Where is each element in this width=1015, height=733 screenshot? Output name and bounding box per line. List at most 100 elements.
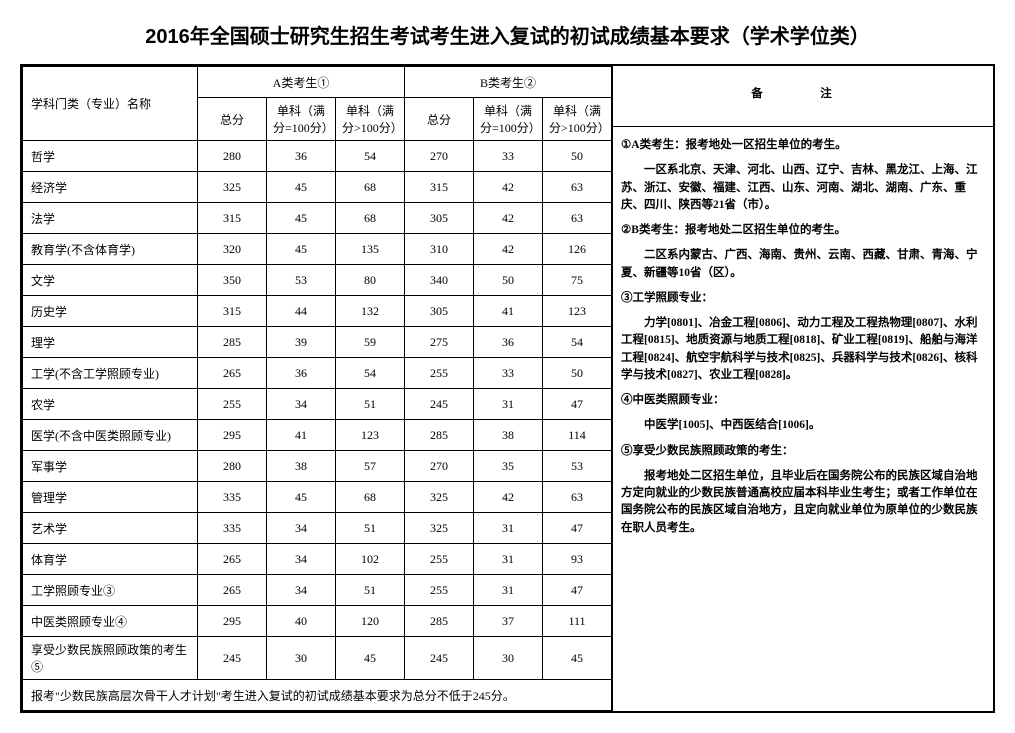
cell-a-s1: 39: [267, 327, 336, 358]
cell-a-s2: 68: [336, 172, 405, 203]
note-5-body: 报考地处二区招生单位，且毕业后在国务院公布的民族区域自治地方定向就业的少数民族普…: [621, 468, 985, 537]
cell-a-s2: 51: [336, 575, 405, 606]
cell-a-total: 295: [198, 420, 267, 451]
cell-a-s1: 30: [267, 637, 336, 680]
table-row: 法学31545683054263: [23, 203, 612, 234]
cell-subject: 管理学: [23, 482, 198, 513]
cell-b-total: 285: [405, 420, 474, 451]
cell-a-s2: 135: [336, 234, 405, 265]
table-row: 艺术学33534513253147: [23, 513, 612, 544]
cell-b-s1: 35: [474, 451, 543, 482]
cell-a-s2: 59: [336, 327, 405, 358]
cell-b-total: 325: [405, 482, 474, 513]
cell-b-total: 340: [405, 265, 474, 296]
note-4-body: 中医学[1005]、中西医结合[1006]。: [621, 417, 985, 434]
cell-a-s1: 45: [267, 172, 336, 203]
table-footnote: 报考"少数民族高层次骨干人才计划"考生进入复试的初试成绩基本要求为总分不低于24…: [23, 680, 612, 711]
cell-b-s2: 47: [543, 513, 612, 544]
header-a-total: 总分: [198, 98, 267, 141]
cell-b-s2: 45: [543, 637, 612, 680]
cell-a-total: 295: [198, 606, 267, 637]
cell-subject: 艺术学: [23, 513, 198, 544]
cell-b-s1: 31: [474, 575, 543, 606]
cell-b-s2: 75: [543, 265, 612, 296]
cell-b-total: 310: [405, 234, 474, 265]
cell-b-s2: 63: [543, 482, 612, 513]
cell-a-total: 320: [198, 234, 267, 265]
cell-subject: 工学(不含工学照顾专业): [23, 358, 198, 389]
cell-b-s2: 50: [543, 358, 612, 389]
note-3-title: ③工学照顾专业：: [621, 290, 985, 307]
cell-b-total: 270: [405, 141, 474, 172]
header-a-s1: 单科（满分=100分）: [267, 98, 336, 141]
cell-subject: 文学: [23, 265, 198, 296]
cell-b-s2: 111: [543, 606, 612, 637]
cell-subject: 工学照顾专业③: [23, 575, 198, 606]
cell-b-total: 255: [405, 358, 474, 389]
header-group-b: B类考生②: [405, 67, 612, 98]
table-row: 军事学28038572703553: [23, 451, 612, 482]
header-b-s1: 单科（满分=100分）: [474, 98, 543, 141]
cell-a-s1: 45: [267, 234, 336, 265]
cell-a-s1: 44: [267, 296, 336, 327]
cell-b-s1: 33: [474, 141, 543, 172]
cell-a-s1: 45: [267, 203, 336, 234]
cell-subject: 中医类照顾专业④: [23, 606, 198, 637]
cell-a-total: 280: [198, 451, 267, 482]
cell-b-s2: 126: [543, 234, 612, 265]
cell-b-s1: 31: [474, 544, 543, 575]
cell-a-total: 335: [198, 482, 267, 513]
table-row: 工学照顾专业③26534512553147: [23, 575, 612, 606]
table-row: 教育学(不含体育学)3204513531042126: [23, 234, 612, 265]
cell-a-total: 315: [198, 203, 267, 234]
cell-b-s2: 63: [543, 203, 612, 234]
table-row: 哲学28036542703350: [23, 141, 612, 172]
notes-title: 备 注: [613, 66, 993, 127]
note-1-body: 一区系北京、天津、河北、山西、辽宁、吉林、黑龙江、上海、江苏、浙江、安徽、福建、…: [621, 162, 985, 214]
cell-a-s2: 68: [336, 203, 405, 234]
cell-subject: 哲学: [23, 141, 198, 172]
cell-b-total: 275: [405, 327, 474, 358]
notes-panel: 备 注 ①A类考生：报考地处一区招生单位的考生。 一区系北京、天津、河北、山西、…: [612, 66, 993, 711]
cell-a-s1: 34: [267, 575, 336, 606]
cell-subject: 理学: [23, 327, 198, 358]
cell-subject: 医学(不含中医类照顾专业): [23, 420, 198, 451]
cell-a-total: 265: [198, 358, 267, 389]
cell-b-s1: 41: [474, 296, 543, 327]
cell-a-s1: 41: [267, 420, 336, 451]
note-1-title: ①A类考生：报考地处一区招生单位的考生。: [621, 137, 985, 154]
cell-b-s2: 53: [543, 451, 612, 482]
table-row: 管理学33545683254263: [23, 482, 612, 513]
table-row: 文学35053803405075: [23, 265, 612, 296]
note-2-title: ②B类考生：报考地处二区招生单位的考生。: [621, 222, 985, 239]
table-row: 经济学32545683154263: [23, 172, 612, 203]
cell-a-total: 265: [198, 544, 267, 575]
cell-b-s1: 31: [474, 389, 543, 420]
cell-a-s1: 38: [267, 451, 336, 482]
cell-a-s1: 34: [267, 544, 336, 575]
cell-a-s1: 53: [267, 265, 336, 296]
cell-a-s2: 80: [336, 265, 405, 296]
cell-a-s1: 34: [267, 389, 336, 420]
cell-a-total: 265: [198, 575, 267, 606]
table-row: 历史学3154413230541123: [23, 296, 612, 327]
cell-b-total: 285: [405, 606, 474, 637]
cell-subject: 历史学: [23, 296, 198, 327]
cell-a-s2: 51: [336, 513, 405, 544]
cell-b-s2: 63: [543, 172, 612, 203]
cell-a-total: 255: [198, 389, 267, 420]
table-row: 中医类照顾专业④2954012028537111: [23, 606, 612, 637]
cell-a-total: 285: [198, 327, 267, 358]
cell-b-s1: 31: [474, 513, 543, 544]
cell-a-s2: 102: [336, 544, 405, 575]
header-subject: 学科门类（专业）名称: [23, 67, 198, 141]
cell-a-total: 315: [198, 296, 267, 327]
cell-b-s1: 42: [474, 482, 543, 513]
cell-a-s2: 54: [336, 358, 405, 389]
cell-b-s1: 50: [474, 265, 543, 296]
cell-a-s2: 120: [336, 606, 405, 637]
note-3-body: 力学[0801]、冶金工程[0806]、动力工程及工程热物理[0807]、水利工…: [621, 315, 985, 384]
cell-a-s2: 132: [336, 296, 405, 327]
header-a-s2: 单科（满分>100分）: [336, 98, 405, 141]
cell-b-s1: 33: [474, 358, 543, 389]
